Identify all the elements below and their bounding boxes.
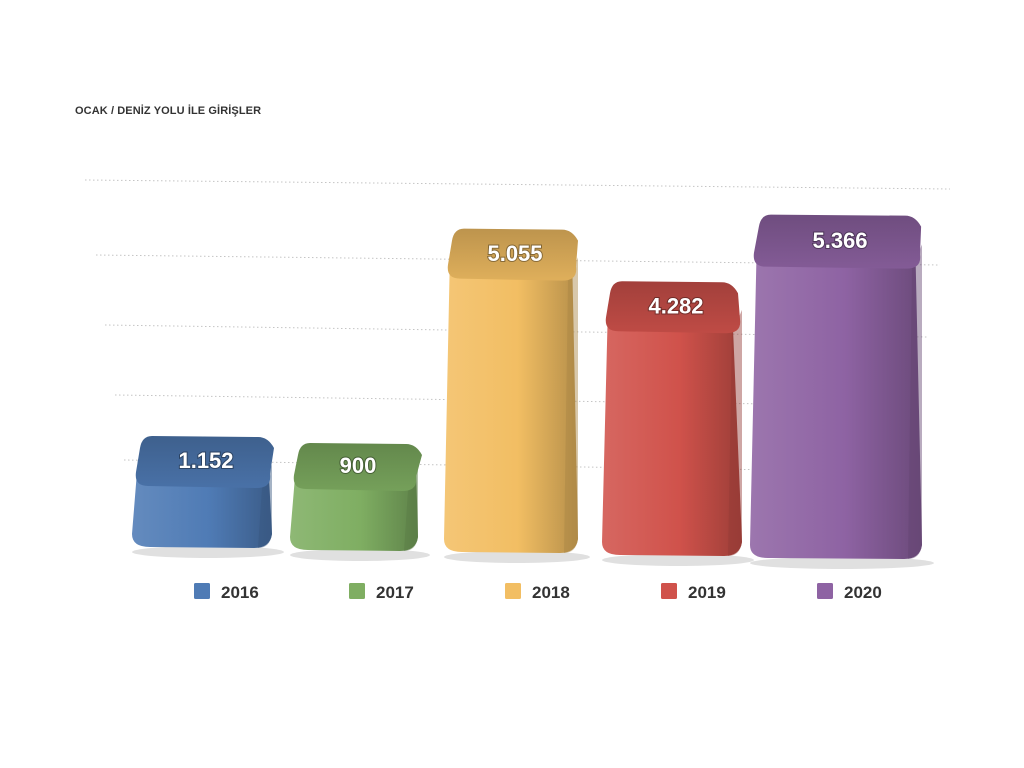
- bar-side: [908, 244, 922, 560]
- bar-top: [753, 214, 922, 269]
- legend: 2016 2017 2018 2019 2020: [194, 583, 882, 602]
- bar-2017: 900: [290, 443, 430, 561]
- legend-swatch: [194, 583, 210, 599]
- bar-top: [293, 443, 422, 491]
- bar-side: [564, 257, 578, 553]
- bar-2018: 5.055: [444, 228, 590, 563]
- bar-side: [404, 469, 418, 551]
- legend-swatch: [817, 583, 833, 599]
- bar-shadow: [602, 554, 754, 566]
- legend-swatch: [349, 583, 365, 599]
- legend-label: 2019: [688, 583, 726, 602]
- bar-side: [728, 309, 742, 556]
- bar-body: [750, 238, 922, 559]
- legend-label: 2018: [532, 583, 570, 602]
- bar-shadow: [444, 551, 590, 563]
- bar-top: [605, 281, 741, 334]
- chart-title: OCAK / DENİZ YOLU İLE GİRİŞLER: [75, 105, 262, 117]
- gridline: [95, 254, 941, 266]
- bar-body: [444, 252, 578, 553]
- legend-item-2020: 2020: [817, 583, 882, 602]
- legend-item-2019: 2019: [661, 583, 726, 602]
- bar-top: [447, 228, 578, 281]
- bar-body: [602, 304, 742, 556]
- bar-value-label: 5.366: [812, 228, 867, 253]
- legend-item-2016: 2016: [194, 583, 259, 602]
- bar-2016: 1.152: [132, 436, 284, 558]
- legend-swatch: [505, 583, 521, 599]
- legend-item-2018: 2018: [505, 583, 570, 602]
- legend-label: 2020: [844, 583, 882, 602]
- bar-top: [135, 436, 274, 488]
- legend-item-2017: 2017: [349, 583, 414, 602]
- legend-label: 2016: [221, 583, 259, 602]
- gridline: [84, 179, 951, 190]
- bar-2019: 4.282: [602, 281, 754, 566]
- bar-value-label: 900: [340, 453, 377, 478]
- bar-shadow: [750, 557, 934, 569]
- bar-value-label: 4.282: [648, 293, 703, 318]
- bar-value-label: 1.152: [178, 448, 233, 473]
- bar-side: [258, 464, 272, 548]
- bar-shadow: [132, 546, 284, 558]
- bar-value-label: 5.055: [487, 241, 542, 266]
- legend-label: 2017: [376, 583, 414, 602]
- bar-2020: 5.366: [750, 214, 934, 569]
- bar-shadow: [290, 549, 430, 561]
- legend-swatch: [661, 583, 677, 599]
- gridline: [104, 324, 929, 338]
- bars: 1.152 900 5.055 4.282 5.366: [132, 214, 934, 569]
